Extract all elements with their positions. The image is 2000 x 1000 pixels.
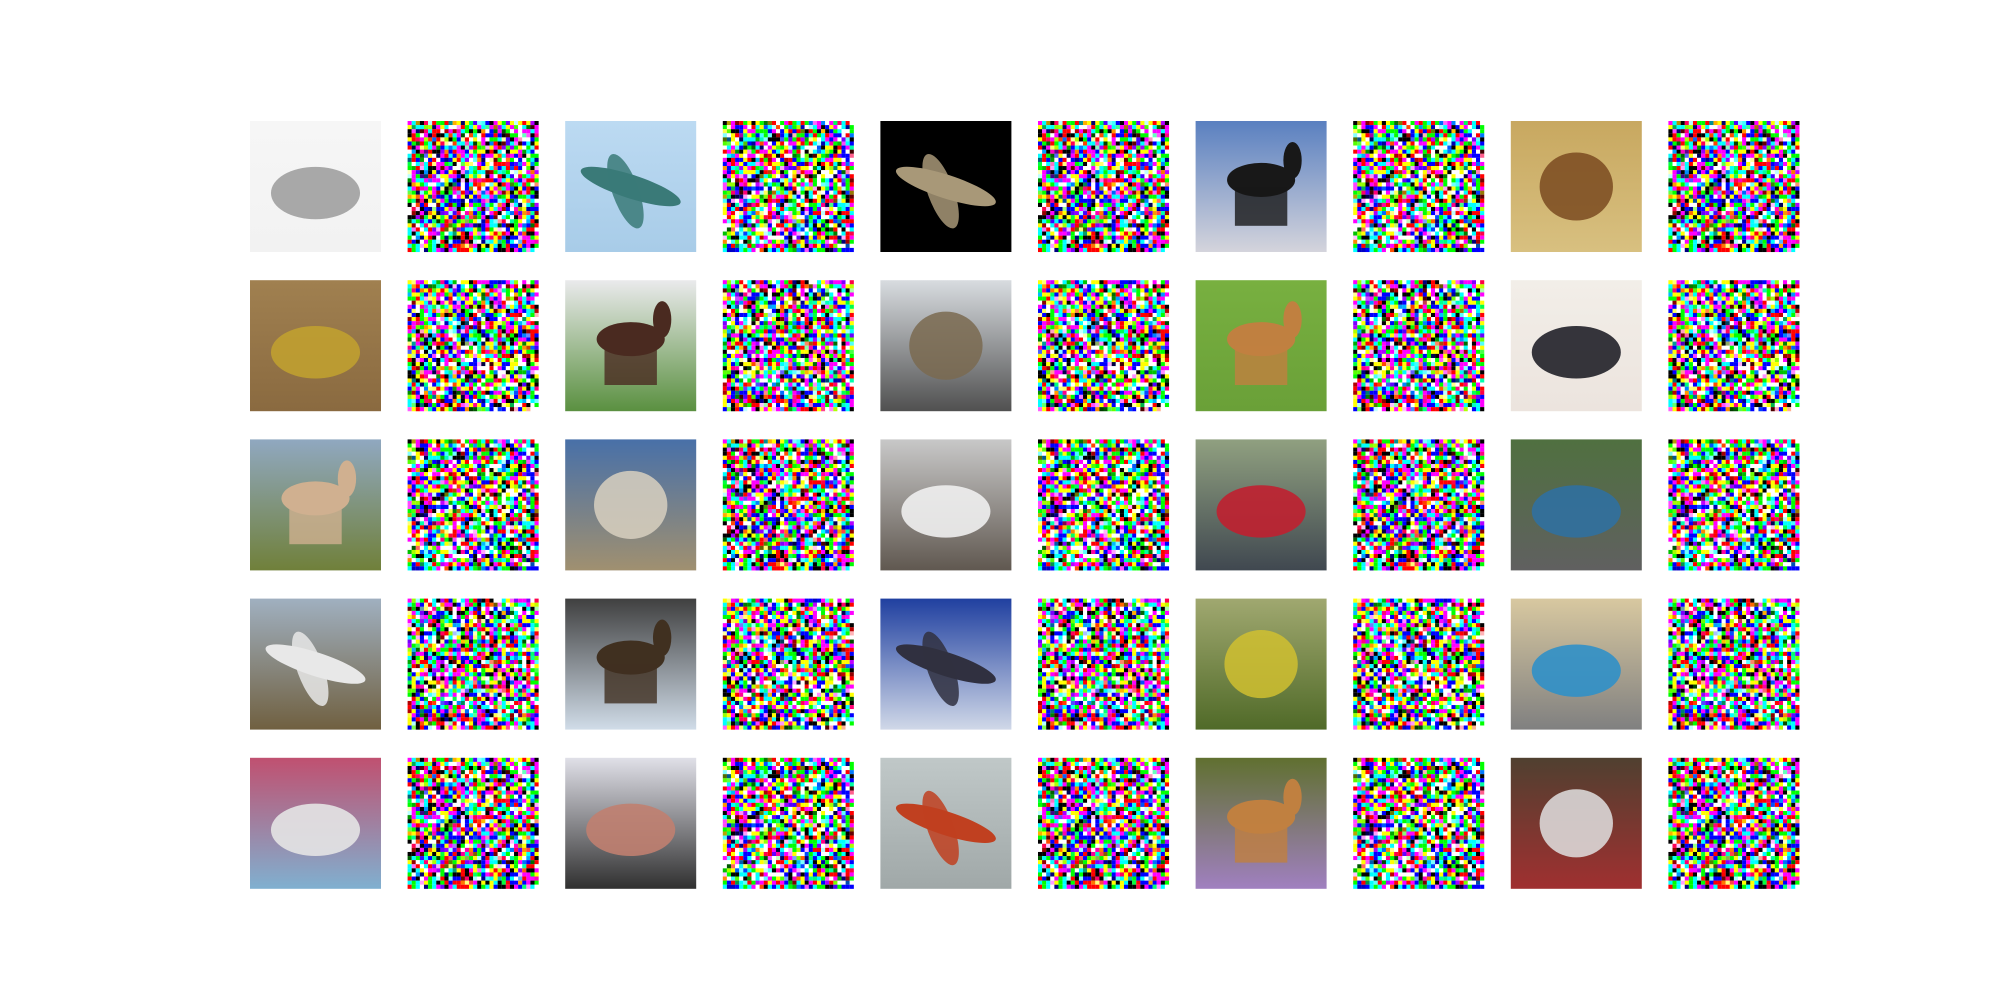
photo-tile (250, 757, 381, 889)
noise-tile (722, 598, 854, 730)
photo-subject (1531, 485, 1621, 538)
photo-tile (250, 598, 381, 730)
noise-tile (1668, 439, 1800, 571)
noise-tile (722, 121, 854, 253)
photo-subject-wing (292, 631, 329, 707)
photo-tile (250, 439, 381, 571)
photo-tile (1195, 280, 1327, 412)
photo-tile (880, 757, 1012, 889)
photo-tile (565, 280, 697, 412)
noise-tile (722, 280, 854, 412)
photo-tile (1510, 757, 1642, 889)
photo-subject-wing (922, 154, 959, 229)
noise-tile (1668, 757, 1800, 889)
noise-tile (1353, 280, 1485, 412)
photo-subject-legs (1234, 823, 1288, 863)
photo-subject (909, 311, 983, 380)
photo-subject (586, 803, 676, 857)
photo-subject-head (652, 301, 672, 338)
photo-tile (1510, 121, 1642, 252)
noise-tile (407, 598, 539, 730)
photo-tile (565, 757, 697, 889)
photo-tile (1195, 598, 1327, 730)
noise-tile (407, 121, 539, 253)
photo-subject (1224, 630, 1298, 699)
noise-tile (1038, 598, 1170, 730)
photo-tile (1195, 439, 1327, 571)
photo-tile (565, 598, 697, 730)
noise-tile (722, 757, 854, 889)
photo-tile (880, 598, 1012, 730)
photo-subject-head (1283, 778, 1302, 816)
photo-subject-wing (607, 154, 644, 229)
photo-subject (594, 470, 668, 539)
noise-tile (1353, 439, 1485, 571)
photo-subject (270, 803, 361, 857)
noise-tile (1353, 757, 1485, 889)
noise-tile (1353, 121, 1485, 253)
photo-subject (1539, 152, 1613, 221)
noise-tile (722, 439, 854, 571)
photo-tile (1195, 757, 1327, 889)
photo-subject (270, 166, 361, 220)
noise-tile (1668, 280, 1800, 412)
photo-subject-legs (1234, 345, 1288, 385)
photo-subject (1216, 485, 1306, 538)
photo-tile (1510, 280, 1642, 412)
photo-subject-head (1283, 301, 1302, 338)
photo-subject (1539, 789, 1613, 858)
photo-subject-wing (922, 631, 959, 707)
noise-tile (1038, 757, 1170, 889)
photo-subject-legs (1234, 186, 1288, 226)
photo-subject (1531, 644, 1621, 697)
photo-subject (1531, 326, 1621, 379)
noise-tile (1038, 439, 1170, 571)
photo-tile (250, 280, 381, 412)
noise-tile (1668, 121, 1800, 253)
noise-tile (1038, 280, 1170, 412)
photo-subject (270, 326, 361, 379)
photo-subject (901, 485, 991, 538)
noise-tile (1668, 598, 1800, 730)
noise-tile (407, 439, 539, 571)
photo-tile (880, 121, 1012, 252)
photo-subject-head (652, 619, 672, 657)
photo-tile (1195, 121, 1327, 252)
photo-subject-head (1283, 141, 1302, 179)
noise-tile (407, 280, 539, 412)
photo-tile (880, 280, 1012, 412)
photo-subject-legs (604, 345, 657, 385)
noise-tile (1353, 598, 1485, 730)
photo-tile (565, 121, 697, 252)
noise-tile (407, 757, 539, 889)
photo-subject-legs (604, 664, 657, 704)
photo-tile (880, 439, 1012, 571)
photo-subject-wing (922, 790, 959, 866)
photo-tile (250, 121, 381, 252)
photo-tile (1510, 598, 1642, 730)
noise-tile (1038, 121, 1170, 253)
photo-subject-legs (289, 504, 342, 545)
photo-subject-head (337, 460, 357, 498)
photo-tile (565, 439, 697, 571)
photo-tile (1510, 439, 1642, 571)
